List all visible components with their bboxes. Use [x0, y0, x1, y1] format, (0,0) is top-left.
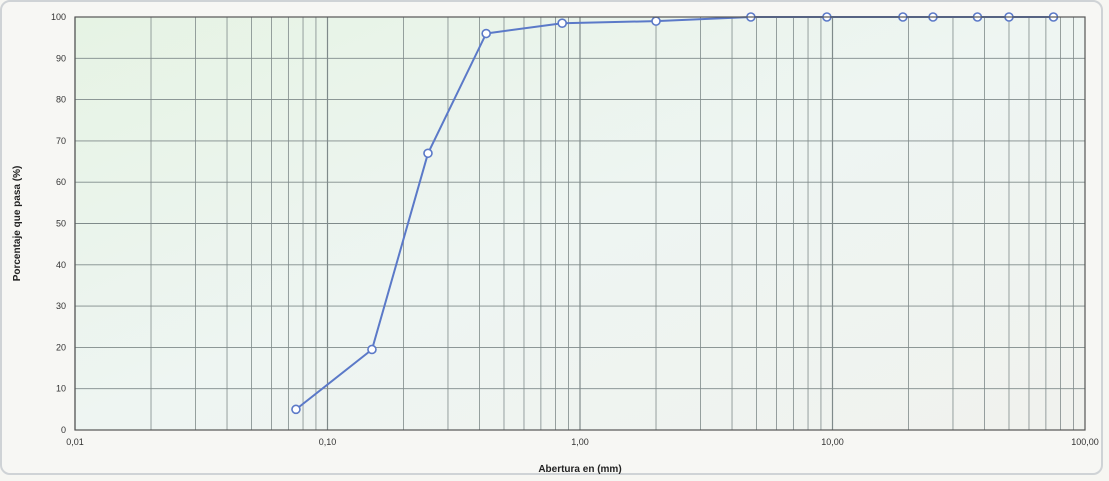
y-tick-label: 20: [56, 342, 66, 352]
y-tick-label: 80: [56, 95, 66, 105]
y-tick-label: 70: [56, 136, 66, 146]
data-point: [367, 344, 377, 355]
y-tick-label: 10: [56, 384, 66, 394]
data-point: [481, 28, 491, 39]
x-axis-title: Abertura en (mm): [538, 464, 621, 475]
x-tick-labels: 0,01 0,10 1,00 10,00 100,00: [66, 437, 1099, 447]
data-point: [291, 404, 301, 415]
y-tick-label: 100: [51, 12, 66, 22]
x-tick-label: 1,00: [571, 437, 589, 447]
x-tick-label: 10,00: [821, 437, 844, 447]
y-tick-label: 50: [56, 219, 66, 229]
y-tick-label: 60: [56, 177, 66, 187]
y-tick-label: 0: [61, 425, 66, 435]
plot-border: [74, 16, 1086, 431]
data-point: [651, 16, 661, 26]
x-tick-label: 100,00: [1071, 437, 1099, 447]
data-point: [557, 18, 567, 28]
x-tick-label: 0,01: [66, 437, 84, 447]
y-axis-title: Porcentaje que pasa (%): [12, 166, 23, 282]
y-tick-label: 30: [56, 301, 66, 311]
y-tick-label: 90: [56, 53, 66, 63]
y-tick-label: 40: [56, 260, 66, 270]
y-tick-labels: 0 10 20 30 40 50 60 70 80 90 100: [51, 12, 66, 435]
data-point: [423, 148, 433, 159]
x-tick-label: 0,10: [319, 437, 337, 447]
